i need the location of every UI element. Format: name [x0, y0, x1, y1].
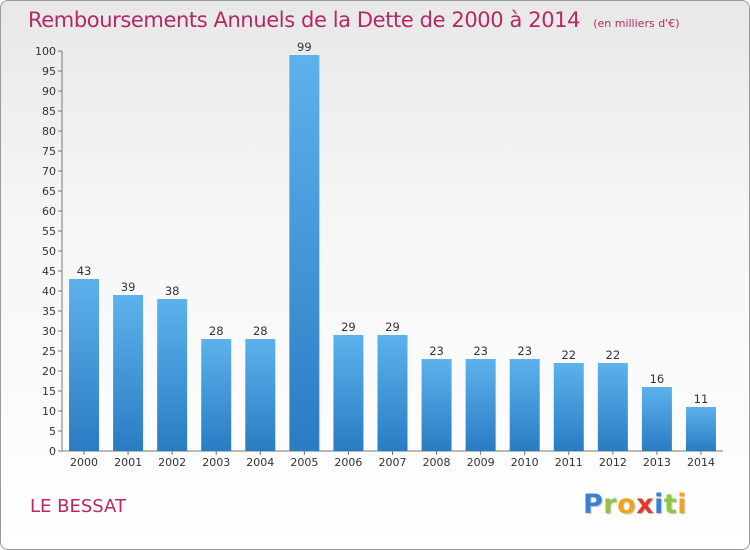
x-tick-label: 2006	[334, 456, 362, 469]
x-tick-label: 2011	[555, 456, 583, 469]
bars: 43 39 38 28 28 99 29 29 23 23 23 22 22 16 11	[69, 40, 716, 451]
x-tick-label: 2009	[467, 456, 495, 469]
x-tick-label: 2010	[511, 456, 539, 469]
y-tick-label: 85	[42, 105, 56, 118]
bar-2013	[641, 387, 672, 451]
y-tick-label: 50	[42, 245, 56, 258]
y-tick-label: 35	[42, 305, 56, 318]
x-tick-label: 2002	[158, 456, 186, 469]
y-tick-label: 40	[42, 285, 56, 298]
logo-letter: x	[636, 489, 655, 520]
data-label: 23	[517, 344, 532, 358]
logo-letter: r	[603, 489, 618, 520]
y-tick-label: 15	[42, 385, 56, 398]
y-tick-label: 0	[49, 445, 56, 458]
bar-2011	[553, 363, 584, 451]
y-tick-label: 5	[49, 425, 56, 438]
bar-2014	[685, 407, 716, 451]
x-tick-label: 2001	[114, 456, 142, 469]
logo-letter: t	[663, 489, 678, 520]
data-label: 23	[429, 344, 444, 358]
y-tick-label: 70	[42, 165, 56, 178]
x-tick-label: 2008	[423, 456, 451, 469]
bar-2005	[289, 55, 320, 451]
data-label: 23	[473, 344, 488, 358]
y-tick-label: 45	[42, 265, 56, 278]
title-block: Remboursements Annuels de la Dette de 20…	[28, 8, 679, 32]
y-tick-label: 90	[42, 85, 56, 98]
data-label: 28	[209, 324, 224, 338]
data-label: 39	[121, 280, 136, 294]
data-label: 38	[165, 284, 180, 298]
bar-2008	[421, 359, 452, 451]
proxiti-logo: Proxiti	[583, 489, 687, 520]
y-tick-label: 20	[42, 365, 56, 378]
x-tick-label: 2013	[643, 456, 671, 469]
y-tick-label: 65	[42, 185, 56, 198]
bar-2012	[597, 363, 628, 451]
bar-2009	[465, 359, 496, 451]
y-tick-label: 10	[42, 405, 56, 418]
data-label: 43	[77, 264, 92, 278]
x-tick-label: 2012	[599, 456, 627, 469]
x-tick-label: 2004	[246, 456, 274, 469]
y-tick-label: 95	[42, 65, 56, 78]
axes: 0 5 10 15 20 25 30 35 40 45 50 55 60 65 70 75 80 85 90 95 10…	[35, 45, 723, 469]
logo-letter: P	[583, 489, 604, 520]
bar-2000	[69, 279, 100, 451]
data-label: 28	[253, 324, 268, 338]
y-tick-label: 75	[42, 145, 56, 158]
logo-letter: o	[617, 489, 637, 520]
commune-name: LE BESSAT	[30, 496, 126, 517]
data-label: 16	[650, 372, 665, 386]
x-tick-label: 2007	[379, 456, 407, 469]
y-tick-label: 60	[42, 205, 56, 218]
y-tick-label: 55	[42, 225, 56, 238]
x-tick-label: 2014	[687, 456, 715, 469]
y-tick-label: 25	[42, 345, 56, 358]
logo-letter: i	[677, 489, 688, 520]
x-tick-label: 2000	[70, 456, 98, 469]
bar-2003	[201, 339, 232, 451]
x-tick-label: 2003	[202, 456, 230, 469]
bar-2002	[157, 299, 188, 451]
y-tick-label: 80	[42, 125, 56, 138]
bar-2004	[245, 339, 276, 451]
bar-2006	[333, 335, 364, 451]
x-tick-label: 2005	[290, 456, 318, 469]
bar-2007	[377, 335, 408, 451]
data-label: 22	[561, 348, 576, 362]
data-label: 29	[341, 320, 356, 334]
y-tick-label: 100	[35, 45, 56, 58]
data-label: 99	[297, 40, 312, 54]
y-tick-label: 30	[42, 325, 56, 338]
bar-2001	[113, 295, 144, 451]
data-label: 11	[694, 392, 709, 406]
data-label: 29	[385, 320, 400, 334]
data-label: 22	[606, 348, 621, 362]
bar-2010	[509, 359, 540, 451]
logo-letter: i	[654, 489, 664, 520]
chart-title: Remboursements Annuels de la Dette de 20…	[28, 8, 581, 32]
chart-subtitle: (en milliers d'€)	[593, 17, 680, 30]
